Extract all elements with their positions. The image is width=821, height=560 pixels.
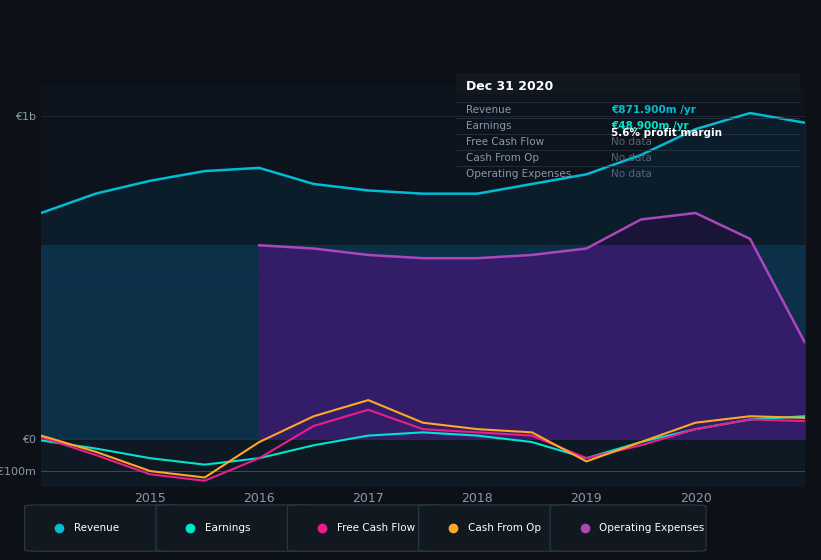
FancyBboxPatch shape xyxy=(156,505,312,551)
FancyBboxPatch shape xyxy=(419,505,575,551)
Text: Operating Expenses: Operating Expenses xyxy=(599,522,704,533)
Text: Revenue: Revenue xyxy=(74,522,119,533)
Text: No data: No data xyxy=(611,153,652,163)
Text: Cash From Op: Cash From Op xyxy=(466,153,539,163)
Text: €871.900m /yr: €871.900m /yr xyxy=(611,105,695,115)
Text: Revenue: Revenue xyxy=(466,105,511,115)
Text: Cash From Op: Cash From Op xyxy=(468,522,541,533)
FancyBboxPatch shape xyxy=(25,505,181,551)
FancyBboxPatch shape xyxy=(287,505,443,551)
Text: Free Cash Flow: Free Cash Flow xyxy=(337,522,415,533)
Text: Earnings: Earnings xyxy=(205,522,250,533)
Bar xyxy=(41,84,805,245)
FancyBboxPatch shape xyxy=(550,505,706,551)
Text: No data: No data xyxy=(611,169,652,179)
Text: Operating Expenses: Operating Expenses xyxy=(466,169,571,179)
Text: No data: No data xyxy=(611,137,652,147)
Text: €48.900m /yr: €48.900m /yr xyxy=(611,121,689,131)
Text: Free Cash Flow: Free Cash Flow xyxy=(466,137,544,147)
Text: Dec 31 2020: Dec 31 2020 xyxy=(466,80,553,93)
Text: Earnings: Earnings xyxy=(466,121,511,131)
FancyBboxPatch shape xyxy=(456,73,800,95)
Text: 5.6% profit margin: 5.6% profit margin xyxy=(611,128,722,138)
